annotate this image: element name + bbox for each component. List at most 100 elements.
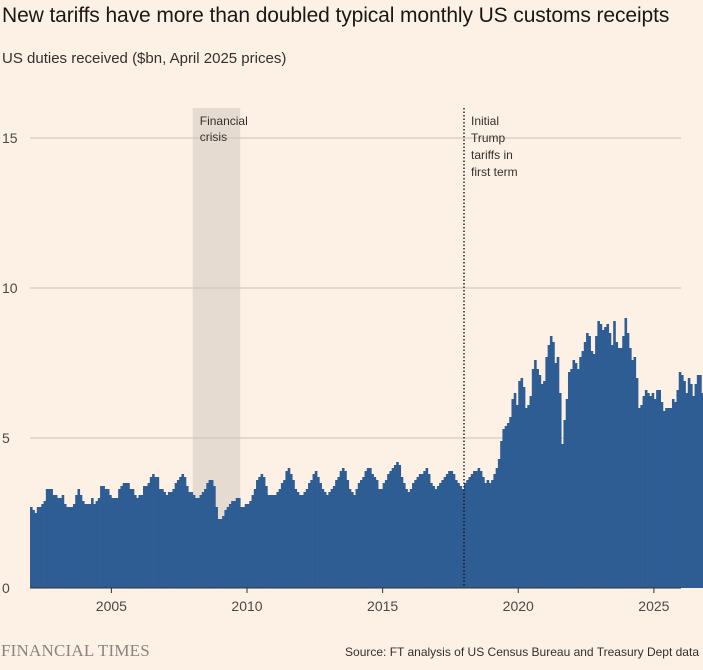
bar — [473, 471, 476, 588]
bar — [421, 474, 424, 588]
bar — [425, 468, 429, 588]
bar — [681, 375, 684, 588]
financial-crisis-label: crisis — [200, 130, 227, 144]
bar — [391, 468, 395, 588]
bar — [412, 483, 415, 588]
bar — [613, 321, 616, 588]
bar — [525, 408, 528, 588]
bar — [199, 495, 203, 588]
bar — [488, 483, 492, 588]
bar — [500, 441, 503, 588]
bar — [362, 477, 365, 588]
bar — [360, 480, 363, 588]
bar — [269, 495, 273, 588]
bar — [314, 471, 318, 588]
bar — [608, 333, 612, 588]
bar — [242, 507, 246, 588]
bar — [258, 477, 261, 588]
bar — [357, 483, 361, 588]
bar — [332, 486, 336, 588]
bar — [683, 381, 686, 588]
bar — [371, 474, 374, 588]
bar — [176, 480, 180, 588]
bar — [665, 408, 668, 588]
bar — [635, 378, 639, 588]
bar — [165, 495, 169, 588]
bar — [477, 468, 481, 588]
bar — [662, 411, 666, 588]
bar — [124, 483, 128, 588]
y-tick-label-10: 10 — [2, 280, 18, 296]
bar — [457, 483, 460, 588]
bar — [409, 489, 413, 588]
bar — [495, 468, 499, 588]
bar — [204, 489, 207, 588]
axes: 0 5 10 15 2005 2010 2015 2020 2025 — [2, 130, 681, 614]
bar — [154, 477, 157, 588]
bar — [545, 357, 548, 588]
bar — [538, 375, 542, 588]
trump-tariffs-label: tariffs in — [471, 148, 513, 162]
bar — [228, 504, 232, 588]
bar — [651, 393, 655, 588]
bar — [210, 480, 214, 588]
bar — [104, 489, 108, 588]
bar — [416, 477, 420, 588]
bar — [30, 507, 33, 588]
bar — [298, 495, 302, 588]
bar — [389, 471, 393, 588]
bar — [373, 477, 377, 588]
annotations: Financial crisis Initial Trump tariffs in fir… — [200, 108, 518, 588]
bar — [470, 474, 474, 588]
bar — [561, 444, 564, 588]
bar — [577, 369, 580, 588]
bar — [626, 333, 630, 588]
bar — [174, 483, 178, 588]
bar — [280, 483, 284, 588]
bar — [506, 423, 510, 588]
bar — [504, 426, 508, 588]
bar — [267, 495, 270, 588]
bar — [547, 345, 551, 588]
bar — [552, 342, 555, 588]
bar — [249, 501, 252, 588]
bar — [308, 483, 311, 588]
bar — [226, 507, 230, 588]
bar — [479, 471, 483, 588]
bar — [41, 504, 44, 588]
bar — [678, 372, 682, 588]
bar — [581, 351, 585, 588]
bar — [36, 507, 40, 588]
bar — [493, 474, 496, 588]
bar — [158, 489, 162, 588]
bar — [497, 459, 501, 588]
bar — [97, 498, 101, 588]
bar — [61, 495, 65, 588]
bar — [461, 489, 465, 588]
bar — [337, 477, 341, 588]
bar — [34, 513, 38, 588]
bar — [369, 468, 372, 588]
bar — [468, 477, 472, 588]
bar — [63, 504, 67, 588]
bar — [179, 477, 182, 588]
bar — [339, 471, 343, 588]
bar — [253, 489, 257, 588]
bar — [208, 480, 212, 588]
bar — [558, 393, 562, 588]
bar — [380, 489, 383, 588]
bar — [88, 504, 92, 588]
bar — [93, 504, 96, 588]
bar — [79, 495, 83, 588]
bar — [100, 486, 103, 588]
bar — [572, 360, 576, 588]
bar — [233, 501, 237, 588]
bar — [402, 483, 406, 588]
bar — [534, 360, 537, 588]
bar — [274, 495, 277, 588]
bar — [588, 336, 591, 588]
bar — [520, 378, 524, 588]
bar — [32, 510, 35, 588]
bar — [161, 489, 164, 588]
bar — [140, 495, 144, 588]
